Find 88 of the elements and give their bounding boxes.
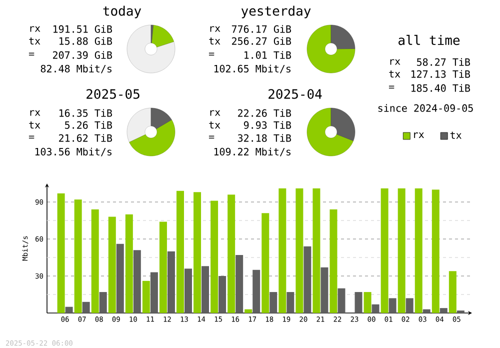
chart-title: 2025-05 [86,89,140,99]
bar [262,213,270,313]
bar [388,298,396,313]
bar [372,304,380,313]
chart-title: 2025-04 [268,89,322,99]
bar [133,250,141,313]
bar [398,188,406,313]
bar [91,209,99,313]
text: 256.27 GiB [232,37,291,45]
bar [448,271,456,313]
bar [320,267,328,313]
text: 1.01 TiB [244,51,291,59]
bar [440,308,448,313]
bar [57,193,65,313]
bar [286,292,294,313]
bar [422,309,430,313]
text: tx [209,37,220,45]
bar [270,292,278,313]
text: 15.88 GiB [59,37,112,45]
bar [296,188,304,313]
bar [312,188,320,313]
bar [228,194,236,313]
text: all time [398,34,460,46]
legend-label: tx [450,132,462,139]
text: rx [390,59,400,65]
bar [167,251,175,313]
text: 58.27 TiB [417,58,470,66]
text: rx [210,26,220,32]
bar [99,292,107,313]
bar [364,292,372,313]
bar [142,280,150,313]
text: 127.13 TiB [411,70,470,78]
bar [82,302,90,313]
bar [218,276,226,313]
text: 185.40 TiB [411,84,470,92]
text: 82.48 Mbit/s [40,64,112,74]
bar [330,209,338,313]
text: = [208,136,214,139]
text: 9.93 TiB [244,121,291,129]
text: = [208,52,214,56]
text: tx [29,121,40,129]
text: 16.35 TiB [59,109,112,117]
chart-title: today [103,6,142,18]
text: = [28,136,34,139]
bar [432,190,440,313]
bar [236,255,244,313]
text: 207.39 GiB [53,51,112,59]
text: 109.22 Mbit/s [214,148,290,156]
text: = [28,52,34,56]
chart-title: yesterday [241,6,311,18]
text: 32.18 TiB [238,134,291,142]
legend-label: rx [414,132,424,138]
text: = [388,86,394,89]
bar [244,309,252,313]
text: rx [30,26,40,32]
bar [108,216,116,313]
text: rx [210,110,220,116]
text: tx [389,70,400,78]
text: 776.17 GiB [232,25,291,33]
bar [194,192,202,313]
bar [116,244,124,313]
text: tx [209,121,220,129]
bar [406,298,414,313]
bar [176,190,184,313]
text: 102.65 Mbit/s [214,64,290,74]
bar [380,188,388,313]
bar [65,306,73,313]
text: 21.62 TiB [59,134,112,142]
text: 22.26 TiB [238,109,291,117]
text: 5.26 TiB [65,121,112,129]
bar [338,288,346,313]
text: tx [29,37,40,45]
text: rx [30,110,40,116]
bar [252,270,260,313]
bar [304,246,312,313]
bar [74,200,82,313]
bar [210,200,218,313]
bar [184,268,192,313]
bar [414,188,422,313]
bar [354,292,362,313]
bar [150,272,158,313]
bar [125,214,133,313]
text: 191.51 GiB [53,25,112,33]
text: since 2024-09-05 [378,104,473,112]
bar [278,188,286,313]
bar [159,222,167,313]
bar [202,266,210,313]
text: 103.56 Mbit/s [35,148,112,156]
